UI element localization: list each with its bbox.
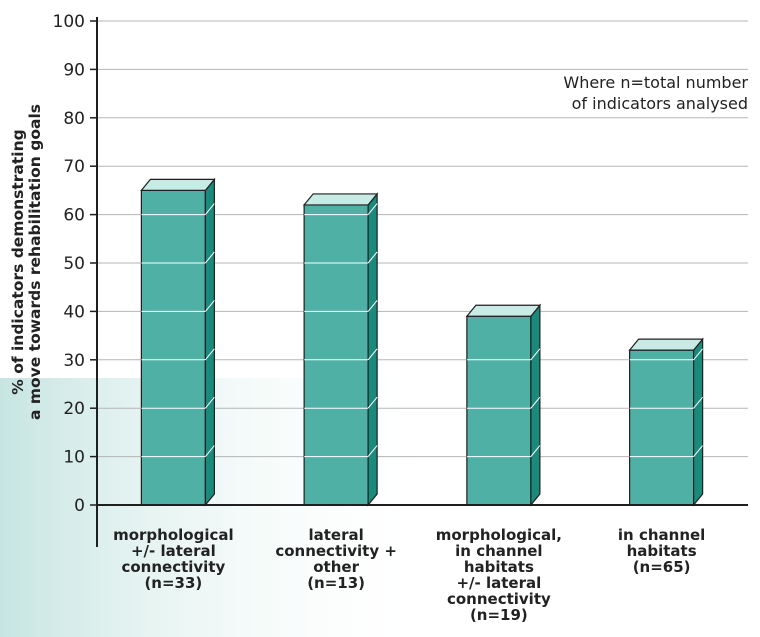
bar-side-gridline bbox=[204, 251, 215, 264]
x-category-label: (n=13) bbox=[307, 574, 365, 592]
bar-side-gridline bbox=[204, 203, 215, 215]
annotation-note: of indicators analysed bbox=[572, 94, 748, 113]
bar-side-gridline bbox=[367, 300, 378, 312]
annotation-note: Where n=total number bbox=[563, 73, 748, 92]
y-tick-label: 20 bbox=[63, 399, 85, 419]
bar-side-gridline bbox=[693, 348, 704, 361]
bar-front bbox=[466, 315, 532, 506]
x-category-label: (n=65) bbox=[633, 558, 691, 576]
bar-side bbox=[530, 303, 541, 507]
bar-side-gridline bbox=[530, 445, 541, 457]
y-axis-title: % of indicators demonstrating bbox=[9, 129, 27, 394]
x-category-label: other bbox=[313, 558, 359, 576]
y-tick-label: 60 bbox=[63, 206, 85, 226]
axes bbox=[90, 17, 748, 547]
x-category-label: in channel bbox=[455, 542, 542, 560]
y-tick-label: 70 bbox=[63, 157, 85, 177]
x-category-label: connectivity bbox=[121, 558, 225, 576]
bar-side-gridline bbox=[367, 203, 378, 215]
x-category-label: in channel bbox=[618, 526, 705, 544]
bar-side-gridline bbox=[530, 348, 541, 361]
x-category-label: +/- lateral bbox=[456, 574, 541, 592]
bar-top bbox=[302, 193, 379, 206]
x-category-label: habitats bbox=[627, 542, 697, 560]
x-category-label: (n=19) bbox=[470, 606, 528, 624]
bar-side bbox=[204, 177, 215, 507]
bar-side-gridline bbox=[204, 300, 215, 312]
bar-side-gridline bbox=[367, 445, 378, 457]
x-category-label: lateral bbox=[308, 526, 363, 544]
bar-side-gridline bbox=[367, 348, 378, 361]
bar-side-gridline bbox=[530, 396, 541, 409]
bar-side-gridline bbox=[693, 396, 704, 409]
bar bbox=[140, 177, 216, 507]
bar-side-gridline bbox=[204, 396, 215, 409]
y-tick-label: 50 bbox=[63, 254, 85, 274]
bar-top bbox=[465, 304, 542, 317]
y-tick-label: 100 bbox=[53, 12, 85, 32]
x-category-label: +/- lateral bbox=[131, 542, 216, 560]
x-category-label: morphological, bbox=[436, 526, 562, 544]
bar bbox=[302, 192, 379, 507]
bar-side-gridline bbox=[693, 445, 704, 457]
bar-side bbox=[693, 337, 704, 507]
bar-front bbox=[629, 349, 695, 506]
bar-side-gridline bbox=[367, 396, 378, 409]
bar-top bbox=[628, 338, 704, 351]
x-category-label: habitats bbox=[464, 558, 534, 576]
bar-side-gridline bbox=[367, 251, 378, 264]
y-tick-label: 80 bbox=[63, 109, 85, 129]
y-tick-label: 0 bbox=[74, 496, 85, 516]
bar-side-gridline bbox=[204, 348, 215, 361]
x-category-label: connectivity + bbox=[275, 542, 397, 560]
y-tick-label: 30 bbox=[63, 351, 85, 371]
bar bbox=[465, 303, 542, 507]
x-category-label: (n=33) bbox=[144, 574, 202, 592]
x-category-label: connectivity bbox=[447, 590, 551, 608]
bar bbox=[628, 337, 704, 507]
y-tick-label: 40 bbox=[63, 302, 85, 322]
bar-side-gridline bbox=[204, 445, 215, 457]
bar-front bbox=[140, 189, 206, 506]
x-category-label: morphological bbox=[113, 526, 234, 544]
bar-side bbox=[367, 192, 378, 507]
bar-top bbox=[140, 178, 216, 191]
bar-front bbox=[303, 204, 369, 506]
y-axis-title: a move towards rehabilitation goals bbox=[26, 104, 44, 420]
y-tick-label: 90 bbox=[63, 60, 85, 80]
y-tick-label: 10 bbox=[63, 448, 85, 468]
